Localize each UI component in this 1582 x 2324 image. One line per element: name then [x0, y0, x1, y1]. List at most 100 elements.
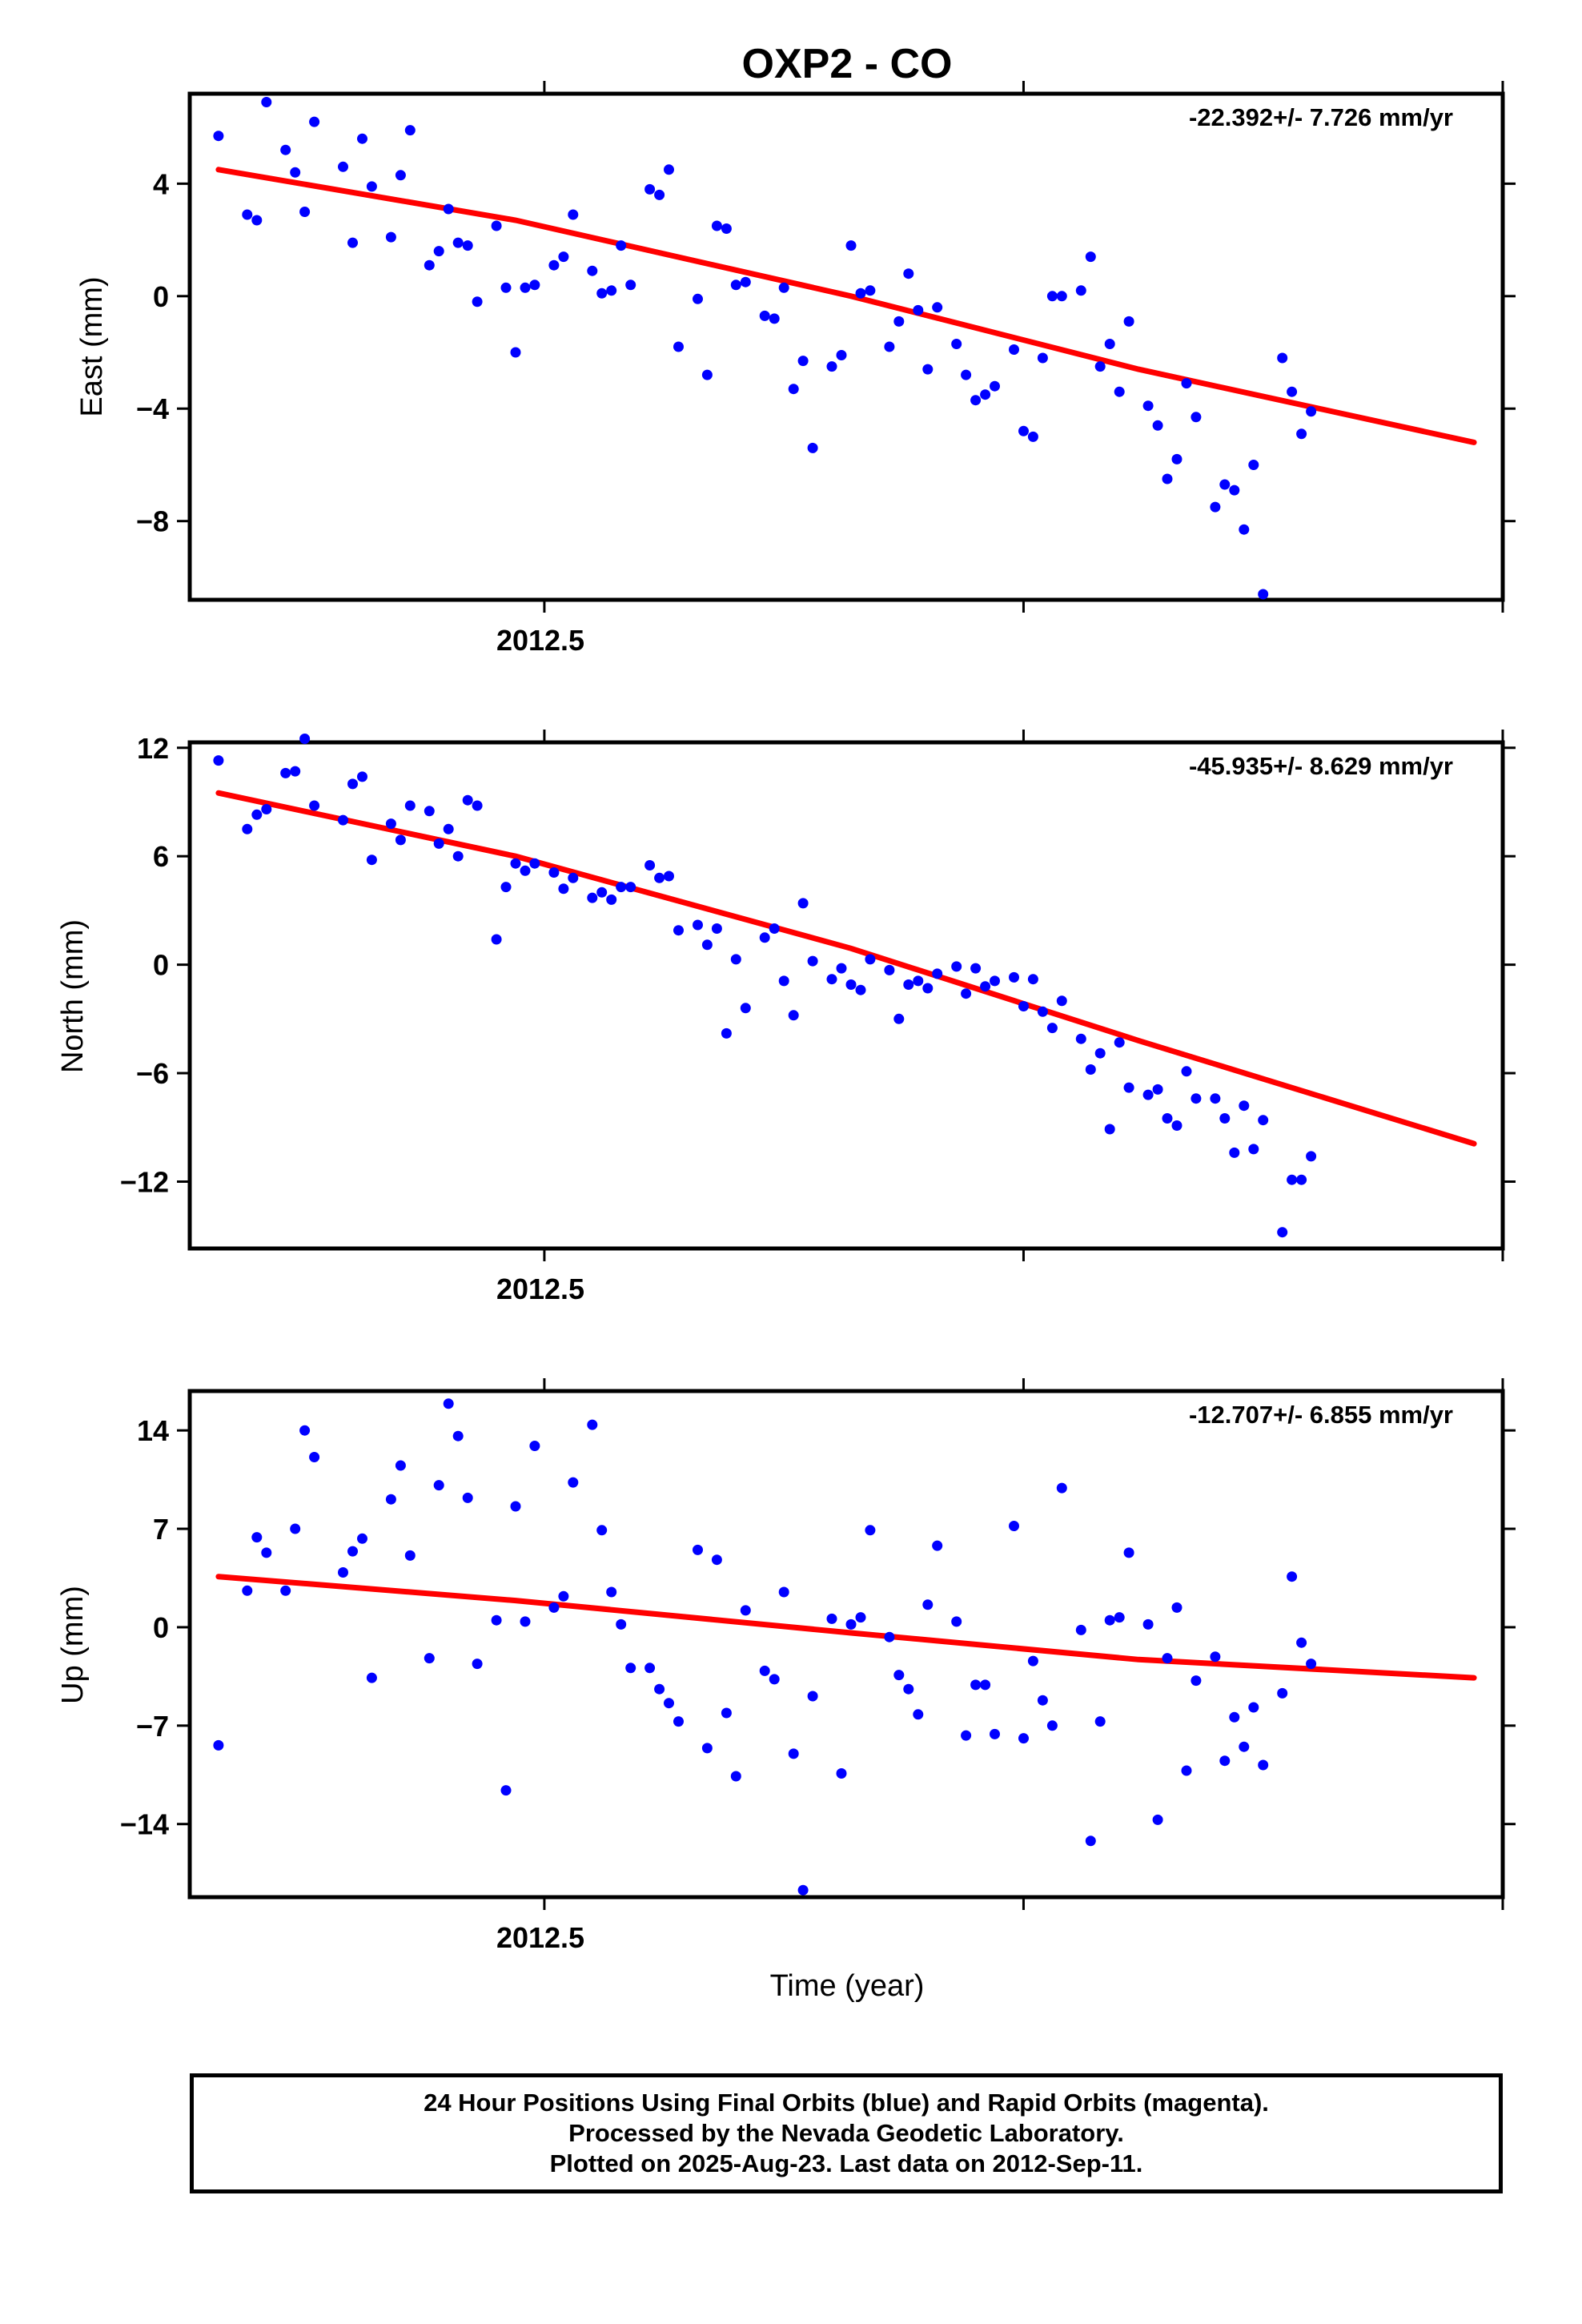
east-data-point	[1191, 412, 1202, 423]
north-data-point	[529, 858, 540, 869]
north-data-point	[865, 954, 876, 965]
up-data-point	[644, 1663, 656, 1674]
north-data-point	[385, 818, 396, 830]
up-data-point	[913, 1709, 924, 1720]
east-data-point	[654, 189, 665, 200]
east-data-point	[1258, 589, 1269, 600]
east-data-point	[826, 361, 837, 372]
up-data-point	[1162, 1653, 1173, 1664]
east-data-point	[366, 181, 377, 192]
north-data-point	[951, 961, 962, 972]
up-data-point	[903, 1683, 914, 1695]
east-ylabel: East (mm)	[75, 276, 109, 416]
east-rate-label: -22.392+/- 7.726 mm/yr	[1189, 103, 1453, 131]
north-data-point	[1009, 971, 1019, 983]
up-data-point	[596, 1525, 608, 1536]
up-xtick-label: 2012.5	[496, 1921, 584, 1954]
east-data-point	[529, 279, 540, 291]
up-data-point	[1094, 1716, 1106, 1727]
east-data-point	[855, 287, 866, 299]
up-data-point	[1114, 1612, 1125, 1623]
north-data-point	[1258, 1115, 1269, 1126]
east-ytick-labels: 4 0 −4 −8	[136, 167, 169, 537]
up-data-point	[664, 1698, 674, 1709]
north-data-point	[990, 975, 1000, 987]
north-data-point	[730, 954, 741, 965]
north-data-point	[338, 814, 348, 826]
north-data-point	[347, 778, 358, 790]
east-data-point	[1152, 420, 1163, 431]
north-data-point	[616, 882, 627, 893]
east-data-point	[903, 268, 914, 279]
north-data-point	[261, 804, 272, 814]
up-data-point	[1181, 1765, 1192, 1776]
footer-line-3: Plotted on 2025-Aug-23. Last data on 201…	[549, 2149, 1143, 2177]
north-data-point	[922, 983, 934, 994]
up-data-point	[1123, 1547, 1134, 1558]
east-data-point	[644, 183, 656, 195]
east-data-point	[769, 313, 780, 324]
up-data-point	[261, 1547, 272, 1558]
up-trend-line	[215, 1574, 1477, 1681]
east-plot-area: 4 0 −4 −8 2012.5 -22.392+/- 7.726 mm/yr	[136, 81, 1516, 657]
up-data-point	[1296, 1637, 1307, 1648]
up-data-point	[625, 1663, 636, 1674]
up-data-point	[759, 1665, 770, 1676]
north-data-point	[970, 963, 982, 974]
north-data-point	[807, 955, 818, 967]
north-data-point	[1085, 1064, 1096, 1075]
north-data-point	[596, 887, 608, 898]
north-data-point	[893, 1013, 905, 1024]
north-data-point	[913, 975, 924, 987]
north-data-point	[251, 809, 263, 820]
up-data-point	[797, 1884, 809, 1896]
north-data-point	[548, 867, 560, 878]
east-data-point	[1114, 386, 1125, 397]
north-data-point	[366, 854, 377, 866]
east-data-point	[721, 223, 732, 234]
north-data-point	[606, 894, 617, 905]
east-data-point	[500, 282, 512, 293]
up-data-point	[529, 1441, 540, 1451]
up-data-point	[961, 1730, 972, 1741]
north-data-point	[788, 1010, 799, 1021]
up-ytick-label: −7	[136, 1710, 169, 1743]
north-data-point	[884, 964, 895, 975]
north-xtick-label: 2012.5	[496, 1273, 584, 1305]
up-data-point	[1287, 1571, 1298, 1582]
east-data-point	[1248, 460, 1259, 470]
east-data-point	[606, 285, 617, 296]
up-data-point	[1171, 1602, 1182, 1613]
north-data-point	[625, 882, 636, 893]
up-data-point	[951, 1616, 962, 1627]
east-data-point	[961, 369, 972, 380]
up-data-point	[385, 1494, 396, 1505]
east-data-point	[1056, 291, 1067, 302]
north-data-point	[740, 1003, 751, 1014]
east-data-point	[395, 170, 406, 181]
north-data-point	[1027, 974, 1038, 985]
up-data-point	[347, 1546, 358, 1557]
east-data-point	[884, 341, 895, 352]
up-data-point	[587, 1419, 598, 1430]
north-data-point	[500, 882, 512, 893]
north-data-point	[673, 925, 684, 936]
east-data-point	[616, 240, 627, 251]
north-data-point	[721, 1027, 732, 1039]
chart-title: OXP2 - CO	[742, 41, 953, 87]
up-data-point	[922, 1599, 934, 1610]
up-data-point	[855, 1612, 866, 1623]
up-data-point	[520, 1616, 531, 1627]
east-data-point	[1009, 344, 1019, 355]
east-data-point	[673, 341, 684, 352]
north-data-point	[1181, 1066, 1192, 1077]
east-data-point	[261, 97, 272, 107]
up-data-point	[778, 1586, 789, 1598]
east-data-point	[788, 384, 799, 395]
up-data-point	[290, 1523, 301, 1534]
north-data-point	[980, 981, 991, 992]
north-ytick-label: 12	[137, 732, 169, 765]
north-data-point	[587, 892, 598, 903]
north-data-point	[664, 870, 674, 882]
east-data-point	[807, 442, 818, 453]
